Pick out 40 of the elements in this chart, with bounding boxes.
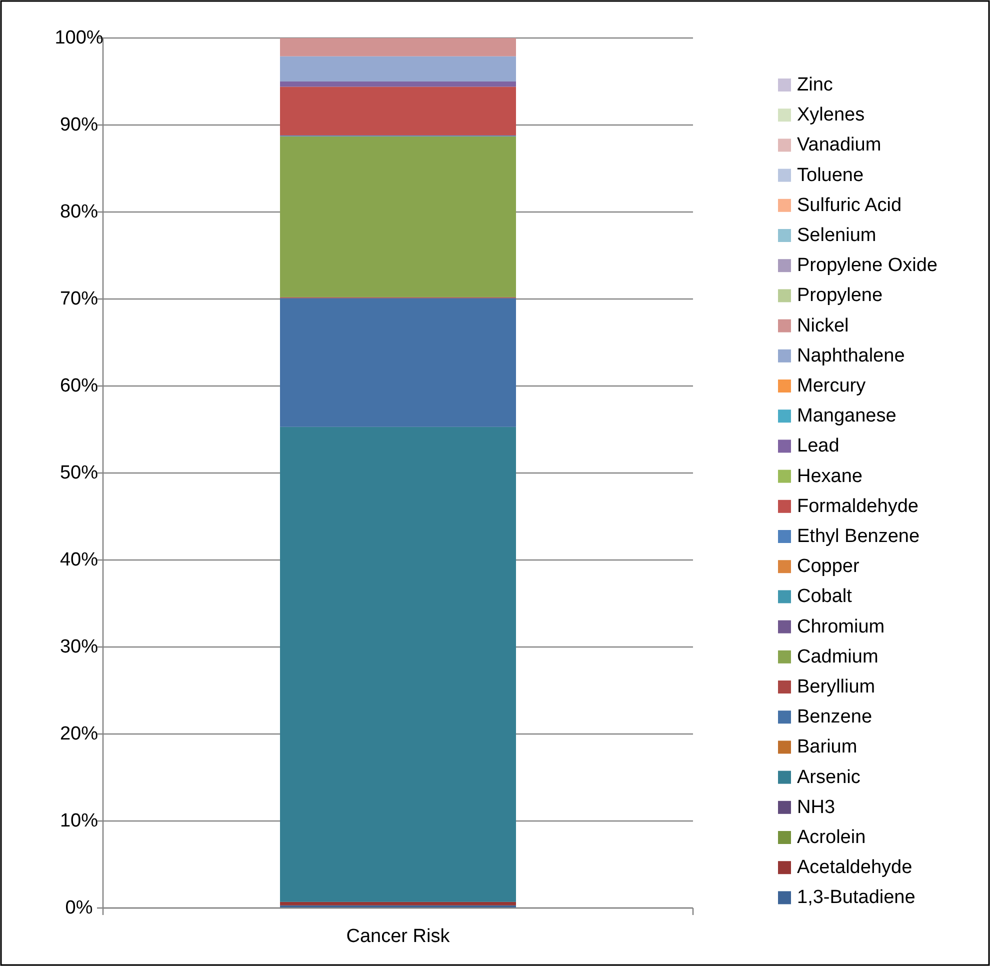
legend-label: Naphthalene	[797, 345, 905, 366]
legend-label: Hexane	[797, 466, 862, 487]
legend-label: Toluene	[797, 164, 864, 186]
legend-label: Benzene	[797, 706, 872, 728]
legend-label: NH3	[797, 796, 836, 818]
y-tick-label: 100%	[54, 28, 104, 48]
y-tick-label: 20%	[60, 724, 98, 744]
legend-label: Nickel	[797, 315, 849, 336]
y-tick-label: 10%	[60, 810, 98, 832]
legend-label: Chromium	[797, 616, 885, 638]
y-tick-label: 0%	[65, 898, 93, 918]
y-tick-label: 60%	[60, 376, 98, 396]
legend-label: Ethyl Benzene	[797, 526, 920, 547]
legend-label: Mercury	[797, 376, 866, 396]
legend-label: Propylene Oxide	[797, 255, 938, 276]
x-tick-label: Cancer Risk	[346, 926, 450, 947]
legend-label: Vanadium	[797, 134, 882, 156]
legend-label: Selenium	[797, 225, 876, 246]
legend-label: Acetaldehyde	[797, 857, 912, 878]
y-tick-label: 50%	[60, 462, 98, 484]
legend-label: Barium	[797, 736, 858, 758]
legend-label: Xylenes	[797, 104, 865, 126]
legend-label: Manganese	[797, 406, 896, 427]
legend-label: 1,3-Butadiene	[797, 887, 916, 908]
y-tick-label: 90%	[60, 114, 98, 136]
legend-label: Acrolein	[797, 827, 866, 848]
y-tick-label: 40%	[60, 550, 98, 570]
legend-label: Zinc	[797, 74, 833, 96]
legend-label: Formaldehyde	[797, 496, 918, 517]
legend-label: Propylene	[797, 285, 883, 306]
y-tick-label: 30%	[60, 636, 98, 658]
legend-label: Cobalt	[797, 586, 853, 608]
y-tick-label: 80%	[60, 202, 98, 222]
legend-label: Sulfuric Acid	[797, 194, 902, 216]
legend-label: Lead	[797, 436, 840, 457]
legend-label: Arsenic	[797, 766, 860, 788]
legend-label: Copper	[797, 556, 860, 578]
y-tick-label: 70%	[60, 288, 98, 310]
legend-label: Cadmium	[797, 646, 878, 668]
legend-label: Beryllium	[797, 676, 876, 698]
